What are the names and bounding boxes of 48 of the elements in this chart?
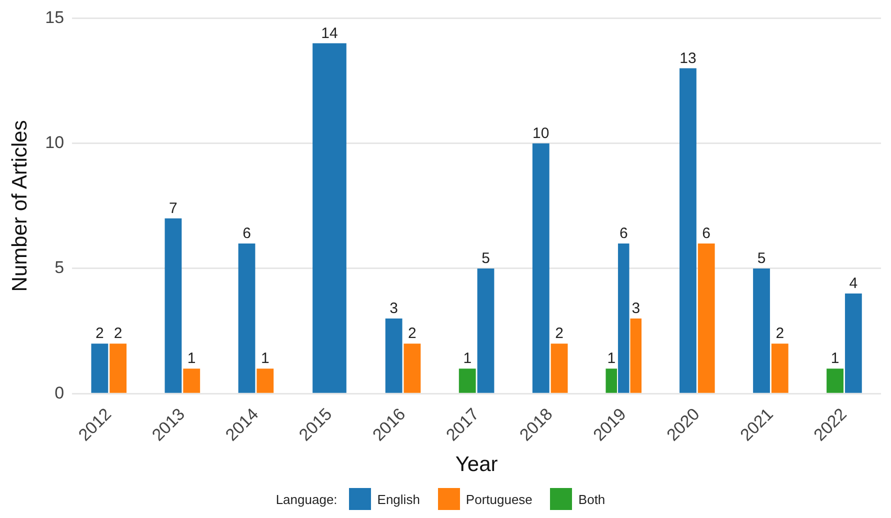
data-label: 6 [242, 225, 251, 242]
bar [404, 344, 421, 393]
data-label: 2 [408, 325, 416, 342]
data-label: 5 [482, 250, 490, 268]
bar [826, 368, 844, 393]
legend-label: Both [578, 492, 606, 506]
data-label: 10 [532, 124, 550, 142]
y-tick-label: 0 [54, 383, 64, 402]
data-label: 6 [619, 225, 628, 242]
bar [238, 243, 256, 393]
data-label: 13 [680, 50, 696, 67]
data-label: 6 [702, 225, 711, 242]
x-axis-title: Year [455, 453, 498, 476]
data-label: 2 [555, 325, 564, 342]
legend-title: Language: [276, 492, 338, 506]
data-label: 1 [463, 350, 472, 368]
bar [91, 344, 108, 393]
data-label: 4 [849, 275, 858, 292]
data-label: 1 [260, 350, 270, 368]
data-label: 5 [757, 250, 766, 268]
data-label: 7 [169, 200, 178, 218]
bar [771, 344, 788, 393]
bar [698, 243, 715, 393]
y-tick-label: 5 [54, 258, 64, 278]
data-label: 2 [96, 325, 104, 342]
bar [532, 143, 550, 393]
data-label: 2 [776, 325, 784, 342]
data-label: 3 [390, 300, 398, 318]
bar [680, 68, 696, 393]
data-label: 2 [114, 325, 122, 342]
bar [753, 268, 770, 393]
data-label: 14 [321, 24, 338, 42]
y-axis-title: Number of Articles [8, 120, 32, 292]
data-label: 1 [187, 350, 196, 368]
bar [164, 218, 182, 393]
y-tick-label: 15 [45, 8, 64, 27]
bar [256, 368, 274, 393]
bar [458, 368, 476, 393]
legend-label: English [377, 492, 420, 506]
bar [110, 344, 127, 393]
bar [183, 368, 200, 393]
legend-label: Portuguese [466, 492, 532, 506]
data-label: 1 [607, 350, 616, 368]
data-label: 1 [830, 350, 840, 368]
bar [550, 344, 568, 393]
y-tick-label: 10 [45, 133, 64, 152]
data-label: 3 [632, 300, 640, 318]
bar [385, 318, 402, 393]
